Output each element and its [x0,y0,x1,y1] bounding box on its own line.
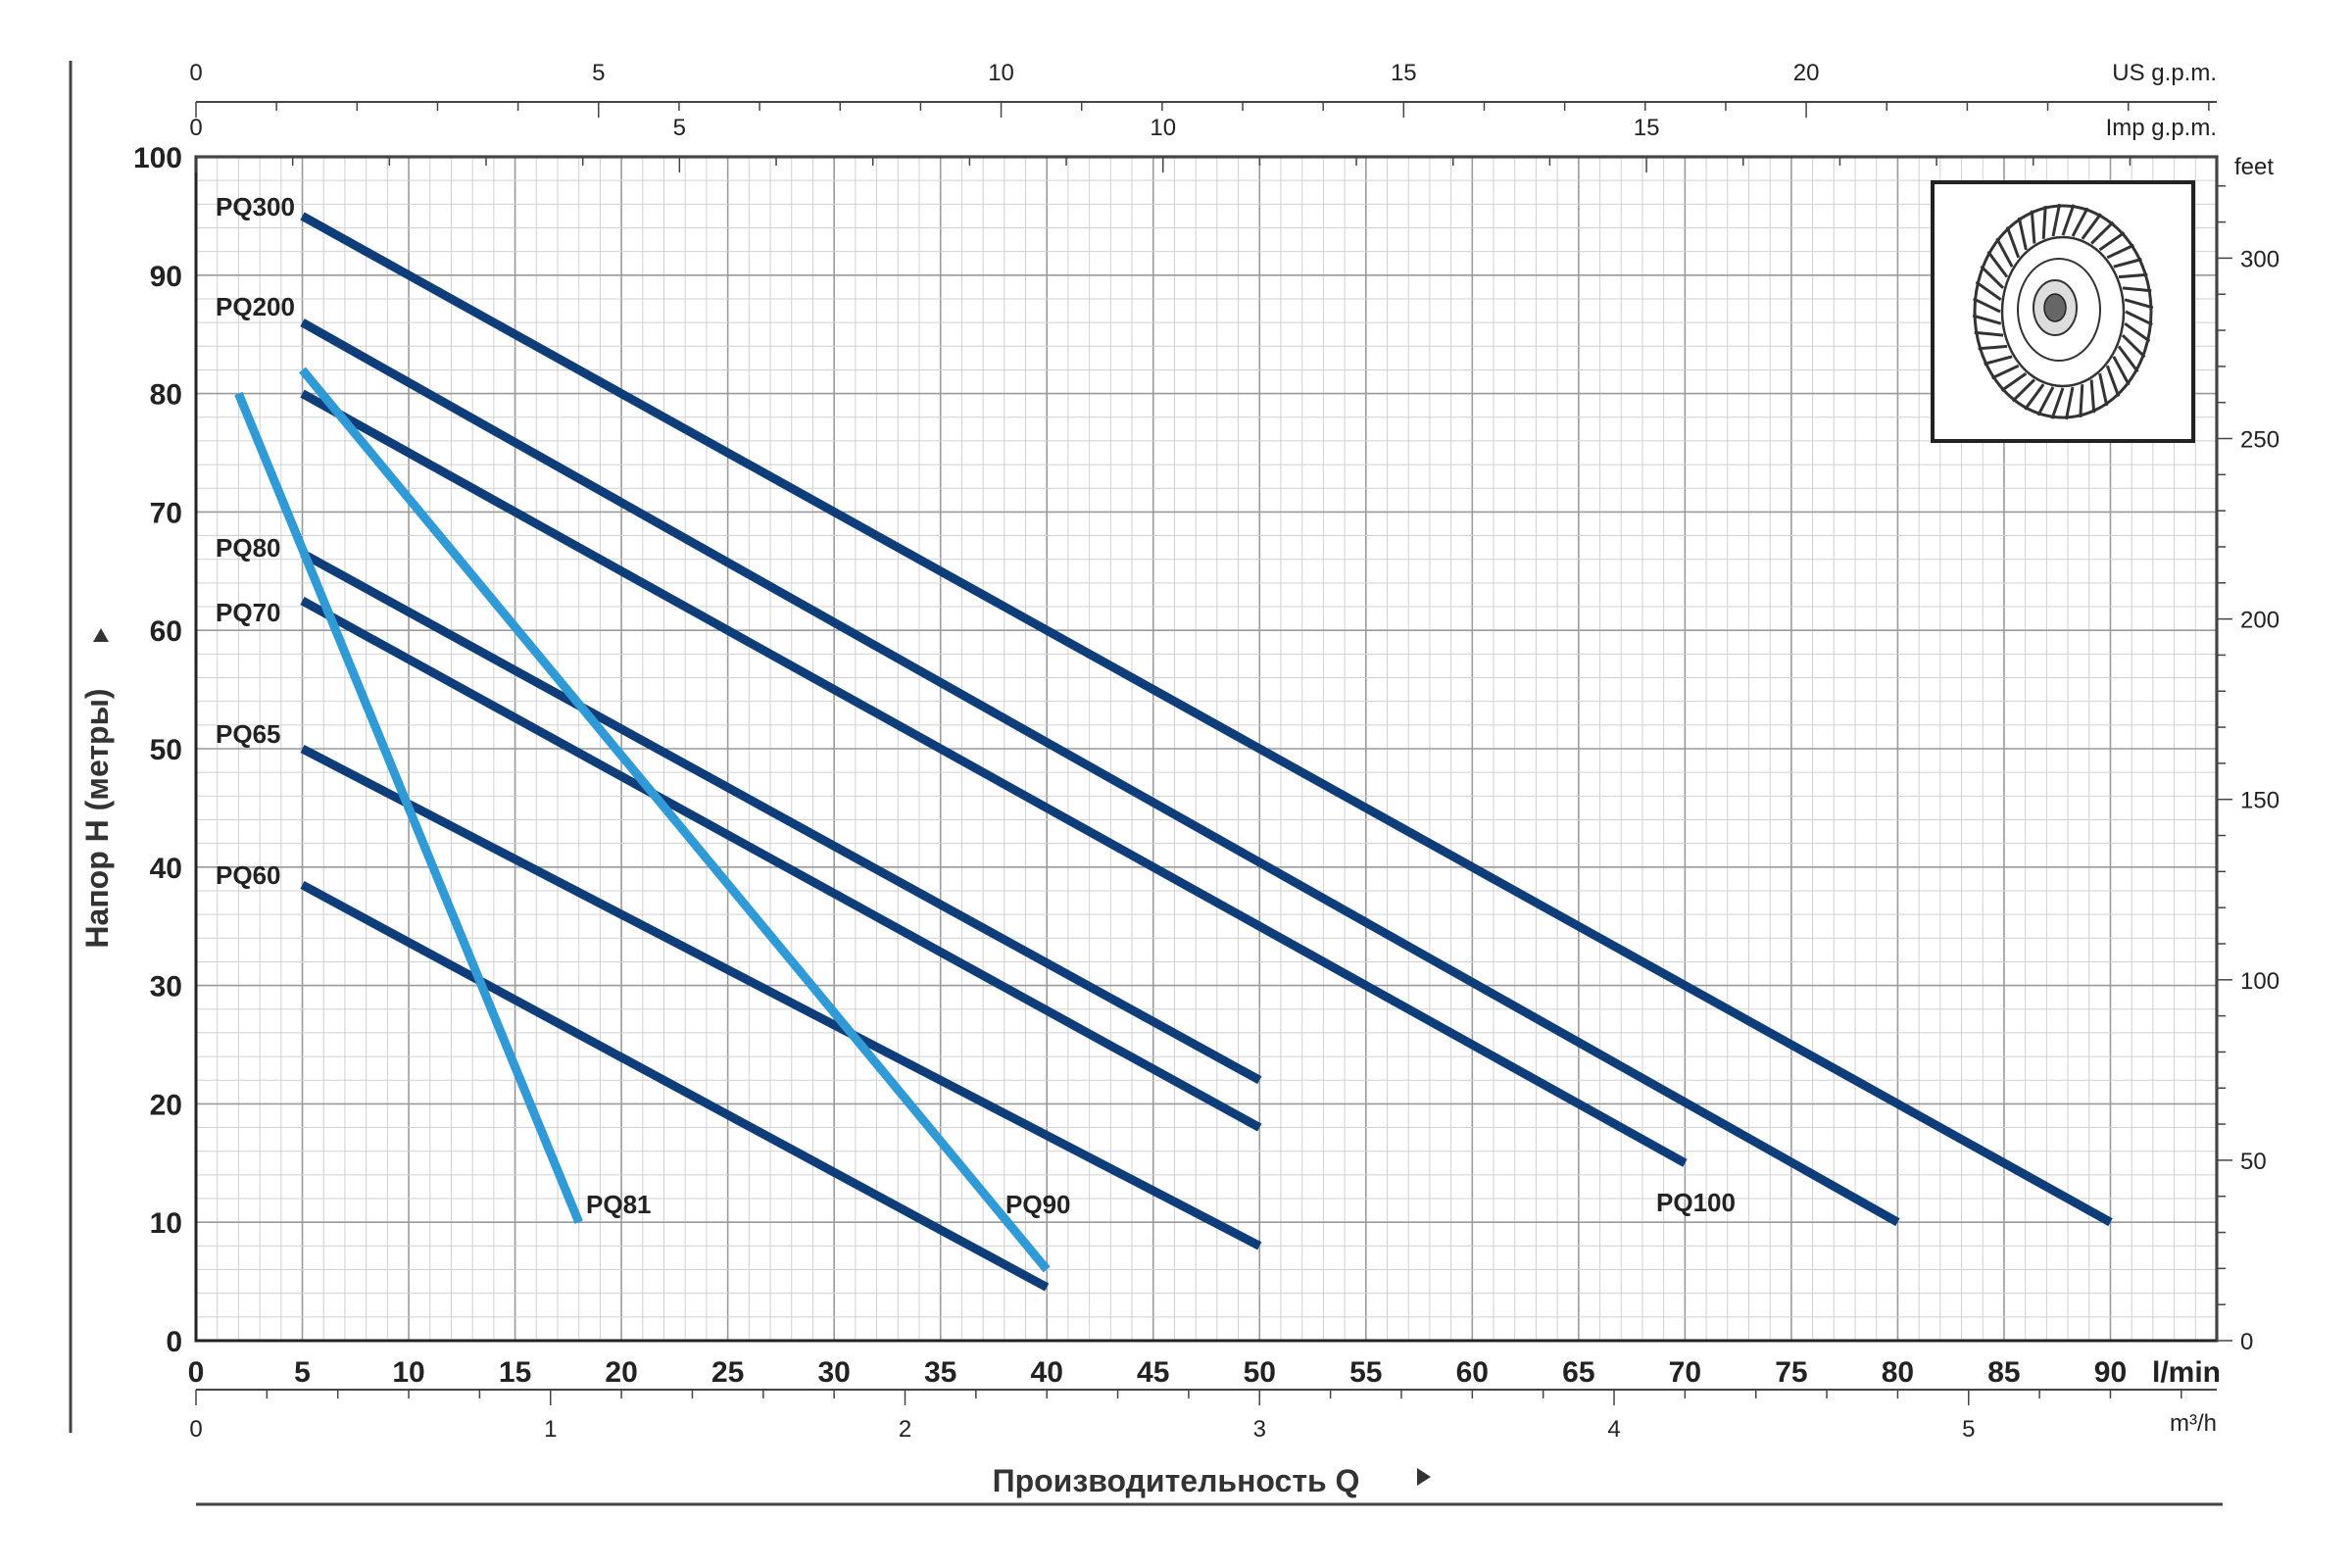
y-axis-title: Напор H (метры) [79,688,115,948]
feet-tick-label: 50 [2240,1149,2267,1175]
secondary-tick-label: 0 [189,115,202,141]
secondary-tick-label: 10 [988,60,1014,86]
series-line-pq70 [300,597,1262,1132]
y-tick-label: 70 [150,497,182,529]
feet-tick-label: 300 [2240,246,2279,272]
y-axis-arrow-icon [93,628,109,642]
feet-tick-label: 100 [2240,968,2279,995]
us-gpm-unit-label: US g.p.m. [2112,60,2217,86]
x-tick-label: 45 [1137,1356,1169,1389]
series-line-pq81 [234,391,583,1224]
secondary-tick-label: 5 [673,115,686,141]
x-tick-label: 80 [1882,1356,1914,1389]
series-line-pq300 [300,212,2113,1227]
secondary-tick-label: 4 [1607,1416,1620,1443]
x-tick-label: 20 [605,1356,637,1389]
y-tick-label: 10 [150,1207,182,1240]
secondary-tick-label: 0 [189,60,202,86]
y-tick-label: 30 [150,971,182,1004]
imp-gpm-unit-label: Imp g.p.m. [2106,115,2217,141]
x-tick-label: 35 [924,1356,956,1389]
x-tick-label: 30 [817,1356,850,1389]
series-line-pq65 [300,745,1262,1250]
x-tick-label: 15 [499,1356,531,1389]
secondary-tick-label: 5 [1962,1416,1975,1443]
y-tick-label: 0 [166,1326,182,1358]
series-label-pq200: PQ200 [216,292,295,321]
series-label-pq65: PQ65 [216,719,281,749]
feet-tick-label: 0 [2240,1329,2253,1355]
series-label-pq90: PQ90 [1005,1190,1071,1219]
y-tick-label: 50 [150,734,182,766]
feet-tick-label: 150 [2240,788,2279,814]
x-axis-arrow-icon [1417,1468,1431,1486]
secondary-tick-label: 1 [544,1416,557,1443]
x-tick-label: 40 [1031,1356,1063,1389]
series-line-pq200 [300,318,1900,1227]
series-labels: PQ300 PQ200 PQ100 PQ80 PQ70 PQ65 PQ60 PQ81 PQ90 [216,192,1736,1219]
x-tick-label: 75 [1775,1356,1807,1389]
secondary-tick-label: 10 [1150,115,1176,141]
series-label-pq60: PQ60 [216,860,281,890]
x-tick-label: 0 [188,1356,205,1389]
grid [194,155,2219,1343]
y-tick-label: 60 [150,615,182,648]
secondary-tick-label: 3 [1253,1416,1266,1443]
feet-tick-label: 200 [2240,608,2279,634]
top-us-gpm-axis: US g.p.m. 0 5 10 15 20 [189,60,2217,118]
x-tick-label: 50 [1244,1356,1276,1389]
series-line-pq80 [300,549,1262,1085]
series-label-pq70: PQ70 [216,598,281,627]
x-tick-label: 10 [392,1356,424,1389]
feet-unit-label: feet [2234,154,2274,180]
x-unit-label: l/min [2152,1356,2221,1389]
secondary-tick-label: 15 [1391,60,1417,86]
series-label-pq80: PQ80 [216,533,281,563]
y-tick-label: 40 [150,853,182,885]
right-feet-axis: feet 0 50 100 150 200 250 300 [2216,154,2279,1355]
series-line-pq100 [300,389,1688,1167]
impeller-illustration [1931,180,2195,443]
x-tick-label: 65 [1562,1356,1594,1389]
series-label-pq81: PQ81 [586,1190,652,1219]
series-line-pq60 [300,880,1050,1292]
x-tick-label: 5 [294,1356,311,1389]
bottom-m3h-axis: m³/h 0 1 2 3 4 5 [189,1389,2217,1443]
secondary-tick-label: 20 [1793,60,1820,86]
secondary-tick-label: 2 [899,1416,911,1443]
x-tick-label: 60 [1456,1356,1489,1389]
feet-tick-label: 250 [2240,427,2279,454]
x-tick-label: 25 [711,1356,744,1389]
x-axis-ticks: 0 5 10 15 20 25 30 35 40 45 50 55 60 65 70 75 80 85 90 [188,1356,2128,1389]
series-lines [234,212,2113,1292]
x-tick-label: 55 [1349,1356,1382,1389]
y-tick-label: 80 [150,379,182,412]
top-imp-gpm-axis: Imp g.p.m. 0 5 10 15 [189,115,2217,172]
series-label-pq100: PQ100 [1656,1188,1736,1217]
secondary-tick-label: 15 [1634,115,1660,141]
x-tick-label: 85 [1987,1356,2020,1389]
x-tick-label: 70 [1669,1356,1701,1389]
series-label-pq300: PQ300 [216,192,295,221]
m3h-unit-label: m³/h [2170,1410,2217,1437]
y-tick-label: 100 [133,142,182,174]
y-tick-label: 20 [150,1089,182,1121]
x-tick-label: 90 [2094,1356,2127,1389]
x-axis-title: Производительность Q [993,1463,1360,1498]
y-tick-label: 90 [150,261,182,293]
secondary-tick-label: 5 [592,60,605,86]
series-line-pq90 [299,367,1051,1273]
y-axis-ticks: 0 10 20 30 40 50 60 70 80 90 100 [133,142,182,1358]
secondary-tick-label: 0 [189,1416,202,1443]
